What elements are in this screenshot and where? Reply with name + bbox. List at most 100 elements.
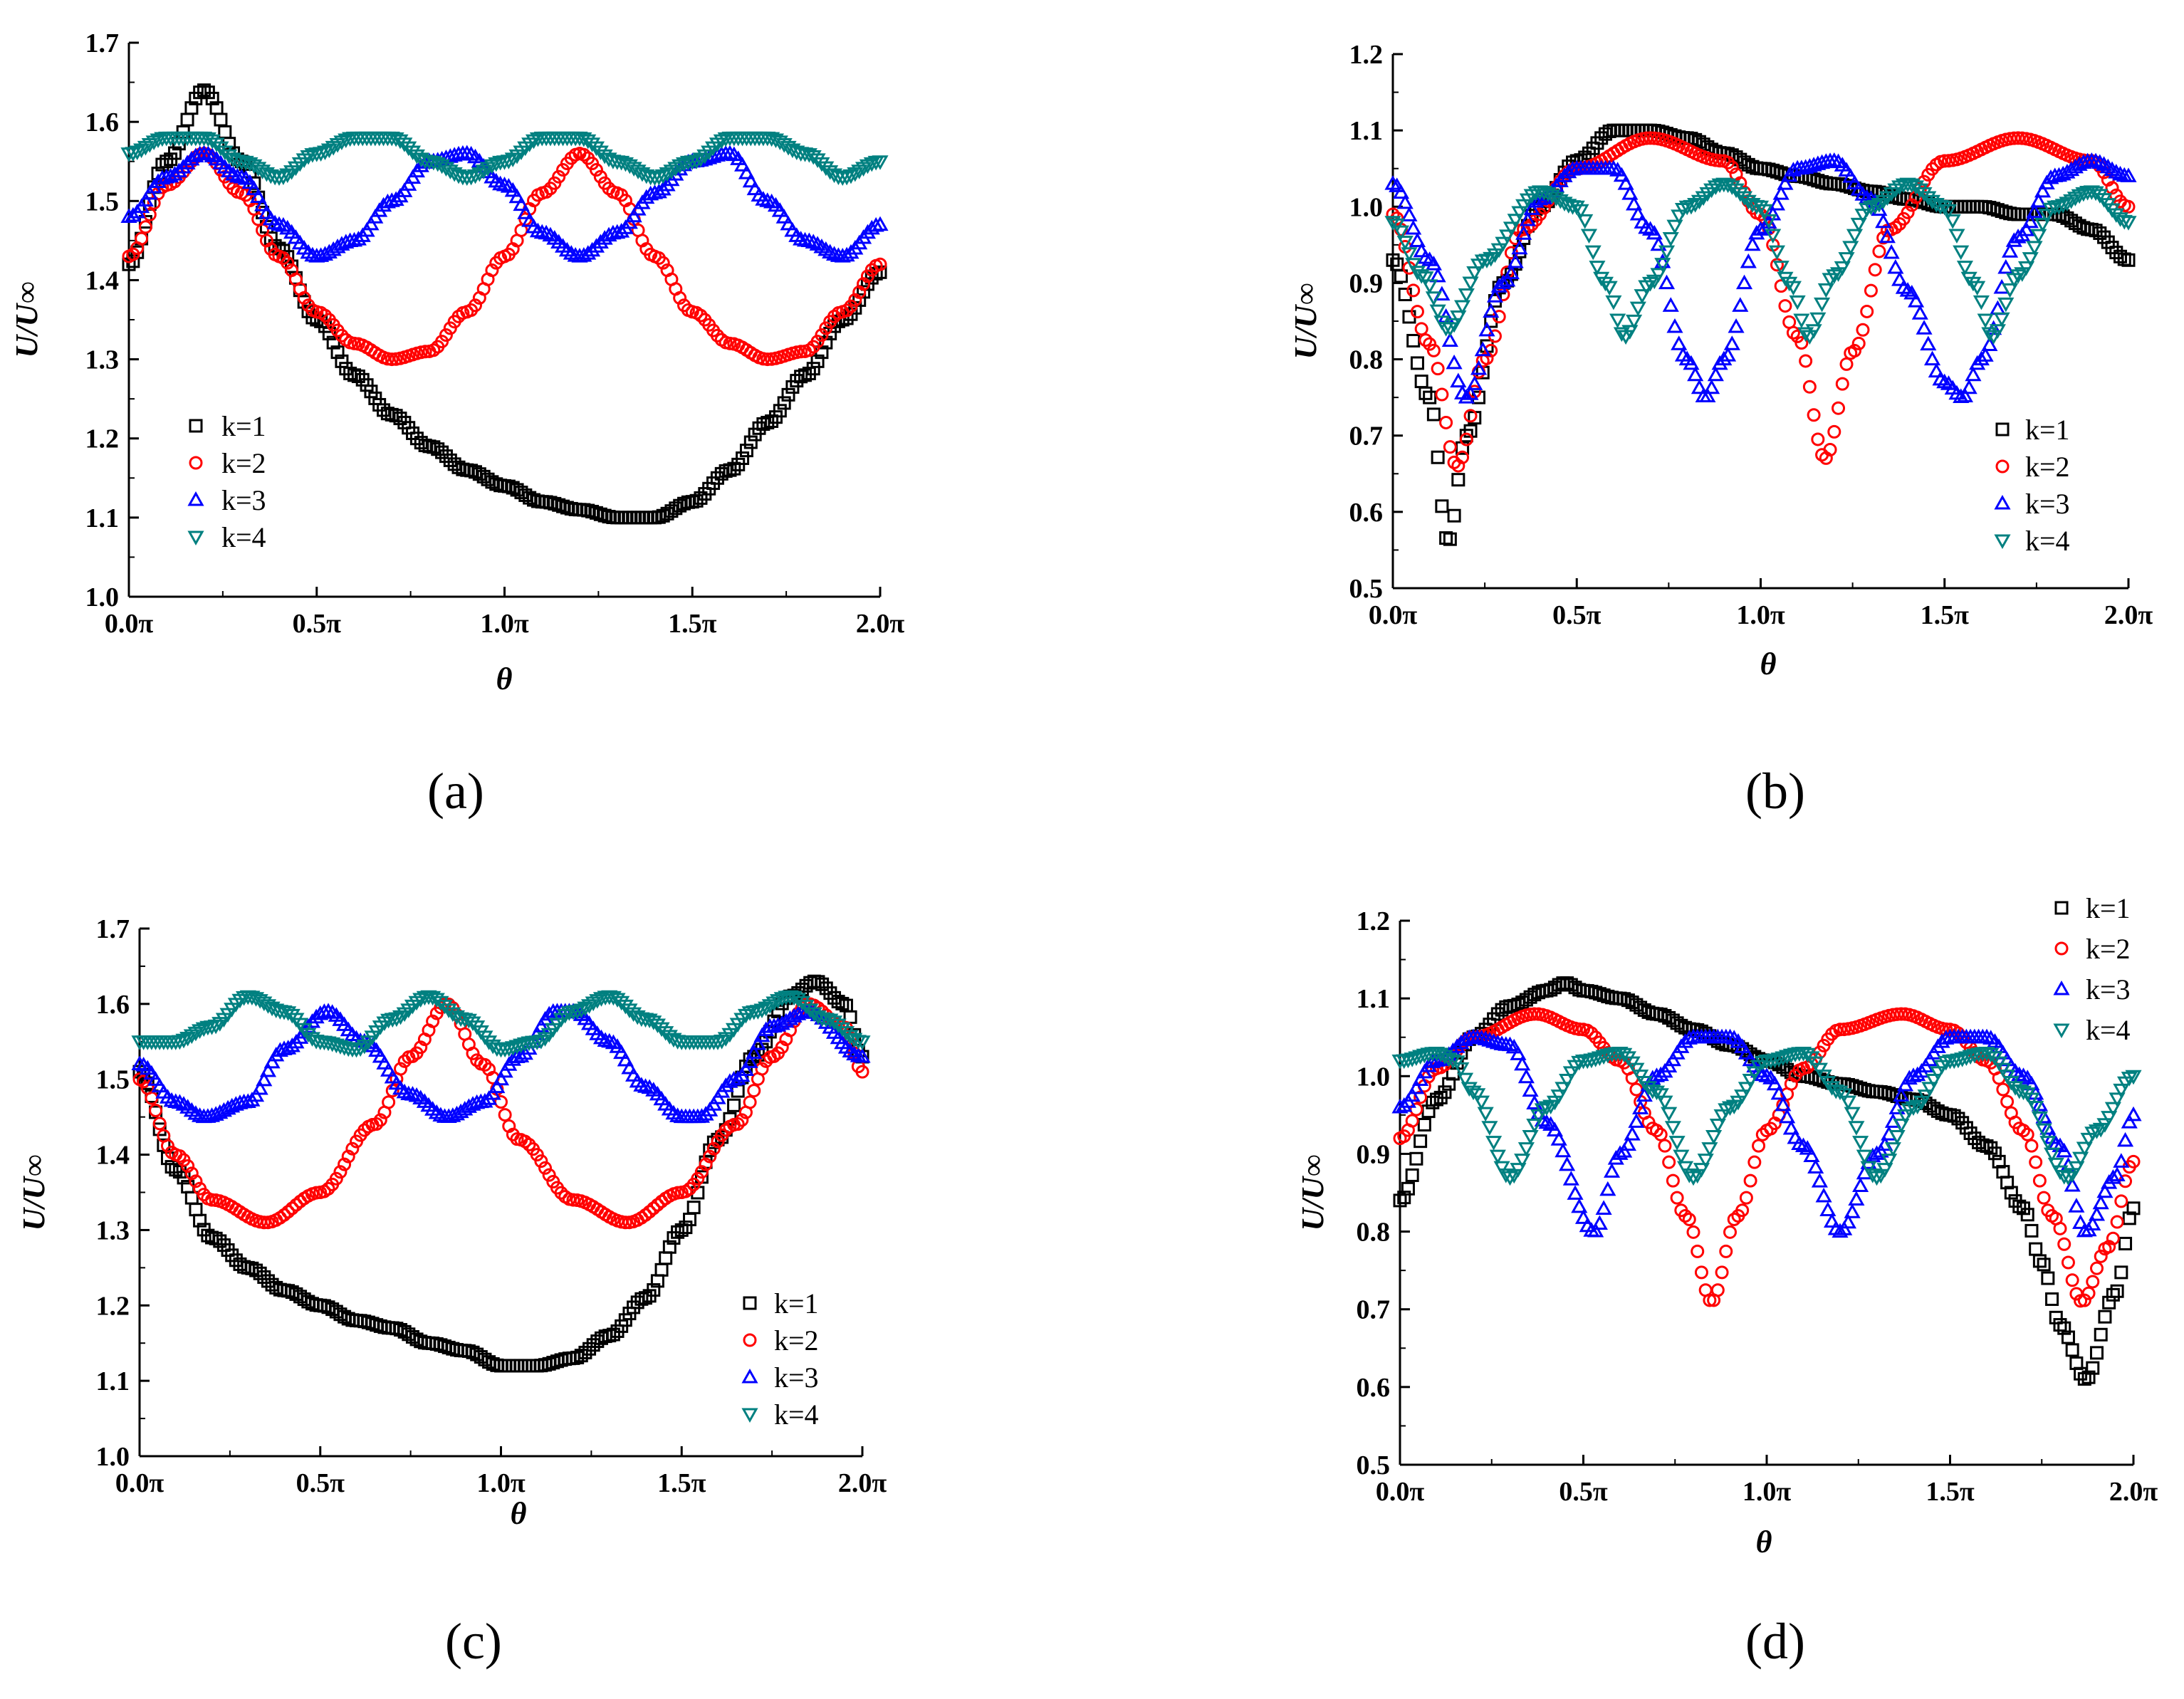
data-point [439,449,453,464]
data-point [1839,357,1854,371]
data-point [1864,1169,1881,1183]
data-point [1421,1104,1436,1119]
data-point [793,995,810,1011]
chart-panel-b: 0.5 0.6 0.7 0.8 0.9 1.0 1.1 1.2 0.0π 0.5π 1.0π 1.5π… [1288,40,2153,820]
data-point [1711,355,1728,370]
data-point [2114,249,2128,263]
y-tick-label: 0.5 [1357,1450,1391,1480]
data-point [2096,1118,2114,1133]
data-point [1446,318,1463,333]
y-tick-label: 1.5 [96,1065,130,1095]
data-point [606,1327,620,1342]
data-point [125,147,142,162]
data-point [1766,1075,1784,1091]
data-point [1574,1209,1592,1224]
data-point [1735,274,1753,290]
data-point [1666,1173,1680,1188]
legend-marker-icon [741,1408,758,1423]
data-point [394,1323,408,1337]
data-point [1584,1026,1599,1040]
data-point [1794,336,1809,350]
y-tick-label: 1.3 [85,345,120,375]
data-point [1799,1140,1816,1155]
data-point [736,451,750,465]
data-point [806,362,820,376]
data-point [1872,244,1886,258]
data-point [873,257,887,271]
data-point [2105,181,2119,195]
data-point [1827,424,1841,439]
data-point [212,141,229,157]
data-point [1908,180,1925,195]
data-point [1881,1154,1898,1169]
data-point [2029,1155,2043,1169]
data-point [1405,219,1422,235]
data-point [1562,1171,1579,1186]
data-point [2035,1108,2052,1124]
legend-item: k=4 [2053,1014,2131,1046]
data-point [1429,267,1446,283]
panel-label: (c) [445,1613,502,1670]
data-point [1448,1055,1465,1070]
data-point [1803,1147,1820,1163]
data-point [1435,499,1449,513]
data-point [1629,301,1646,317]
data-point [1752,1139,1766,1153]
legend-item: k=3 [187,484,266,516]
data-point [1481,1032,1498,1047]
data-point [370,1117,384,1131]
data-point [727,461,741,476]
data-point [2053,1221,2067,1235]
data-point [451,460,466,474]
data-point [621,1059,638,1075]
data-point [522,1359,536,1373]
data-point [854,1035,871,1050]
data-point [1423,390,1437,404]
data-point [809,153,826,168]
data-point [1970,199,1985,214]
data-point [303,1013,321,1028]
data-point [2064,1168,2081,1183]
data-point [1463,409,1478,423]
data-point [372,1047,389,1063]
data-point [2002,243,2019,258]
data-point [1993,312,2010,328]
data-point [489,477,503,491]
data-point [1439,531,1453,545]
data-point [1838,252,1855,267]
data-point [1860,304,1874,318]
data-point [793,231,810,246]
data-point [613,995,630,1011]
data-point [1666,318,1683,333]
data-point [510,1359,524,1373]
data-point [1591,1051,1608,1067]
data-point [1658,245,1676,261]
data-point [1459,429,1473,443]
series-k-4 [1391,1047,2142,1186]
data-point [741,1053,758,1068]
data-point [1997,297,2015,313]
data-point [1916,320,1933,335]
data-point [1740,253,1757,268]
data-point [1401,247,1418,262]
data-point [1650,1124,1663,1138]
data-point [1826,152,1843,167]
data-point [241,174,258,189]
data-point [780,215,797,231]
data-point [412,993,429,1008]
data-point [1777,175,1794,190]
data-point [496,1062,513,1078]
data-point [2113,1153,2130,1168]
data-point [631,511,645,525]
data-point [2049,1310,2063,1324]
data-point [1699,387,1716,403]
data-point [1734,1038,1751,1053]
legend-label: k=3 [2025,488,2070,520]
data-point [1981,336,1998,352]
data-point [2113,1083,2130,1099]
data-point [1894,1007,1908,1021]
y-tick-label: 0.6 [1349,498,1384,528]
data-point [582,1342,597,1356]
data-point [742,172,759,188]
legend-item: k=2 [189,447,266,479]
